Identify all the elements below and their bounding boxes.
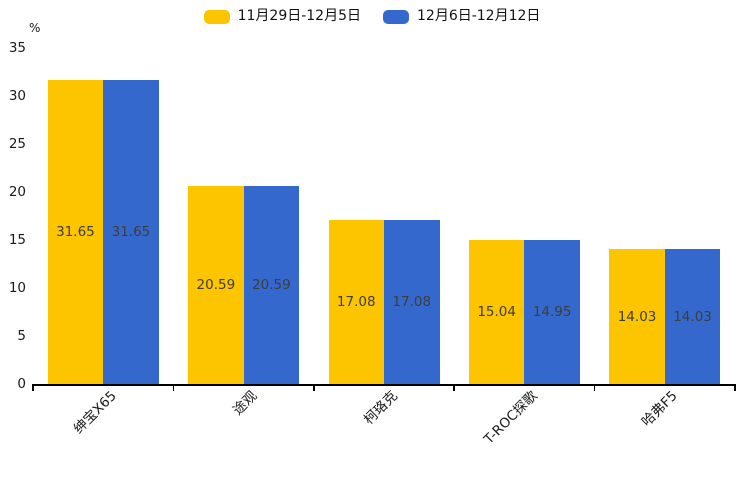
bar-value-label: 17.08 — [336, 294, 376, 311]
bar-series1: 31.65 — [47, 80, 104, 384]
bar-value-label: 31.65 — [56, 224, 95, 241]
y-tick-label: 0 — [17, 376, 26, 392]
y-tick-label: 10 — [8, 280, 26, 296]
legend-item-series1: 11月29日-12月5日 — [203, 8, 361, 25]
x-category-label: 柯珞克 — [360, 388, 401, 428]
x-axis-tick — [593, 384, 596, 391]
y-tick-label: 25 — [8, 136, 26, 152]
legend-label-series1: 11月29日-12月5日 — [237, 8, 361, 24]
legend-label-series2: 12月6日-12月12日 — [417, 8, 541, 24]
plot-area: 31.65 31.65 20.59 20.59 17.08 17.08 15.04 14.95… — [32, 48, 736, 391]
bar-value-label: 14.03 — [617, 308, 657, 325]
legend: 11月29日-12月5日 12月6日-12月12日 — [0, 8, 744, 25]
y-axis-labels: 0 5 10 15 20 25 30 35 — [0, 40, 26, 392]
y-tick-label: 20 — [8, 184, 26, 200]
y-tick-label: 35 — [8, 40, 26, 56]
x-axis-tick — [453, 384, 455, 391]
x-axis-labels: 绅宝X65 途观 柯珞克 T-ROC探歌 哈弗F5 — [33, 388, 735, 488]
y-tick-label: 15 — [8, 232, 26, 248]
bar-value-label: 15.04 — [477, 303, 516, 320]
x-axis-tick — [734, 384, 736, 391]
bar-value-label: 14.03 — [673, 308, 712, 325]
bar-series2: 14.95 — [524, 240, 580, 384]
legend-swatch-series1-icon — [203, 9, 230, 24]
legend-item-series2: 12月6日-12月12日 — [383, 8, 540, 25]
x-axis-line — [33, 384, 735, 386]
x-axis-tick — [32, 384, 34, 391]
bar-series2: 31.65 — [103, 80, 159, 384]
y-axis-unit-label: % — [29, 21, 41, 35]
bar-series1: 20.59 — [188, 186, 244, 384]
bar-value-label: 20.59 — [252, 277, 291, 294]
bar-value-label: 31.65 — [111, 224, 151, 241]
bar-series2: 14.03 — [664, 249, 721, 384]
bar-series2: 20.59 — [243, 186, 300, 384]
legend-swatch-series2-icon — [383, 9, 409, 24]
bar-value-label: 20.59 — [196, 277, 236, 294]
bar-value-label: 17.08 — [392, 294, 432, 311]
y-tick-label: 30 — [8, 88, 26, 104]
x-axis-tick — [172, 384, 175, 391]
bar-series1: 14.03 — [609, 249, 665, 384]
bar-series2: 17.08 — [384, 220, 440, 384]
x-category-label: 哈弗F5 — [639, 388, 682, 430]
x-category-label: T-ROC探歌 — [481, 388, 541, 448]
bar-value-label: 14.95 — [532, 304, 572, 321]
x-category-label: 绅宝X65 — [70, 388, 120, 438]
x-axis-tick — [313, 384, 315, 391]
x-category-label: 途观 — [229, 388, 260, 419]
y-tick-label: 5 — [17, 328, 26, 344]
bar-series1: 17.08 — [328, 220, 384, 384]
bar-series1: 15.04 — [468, 239, 525, 384]
